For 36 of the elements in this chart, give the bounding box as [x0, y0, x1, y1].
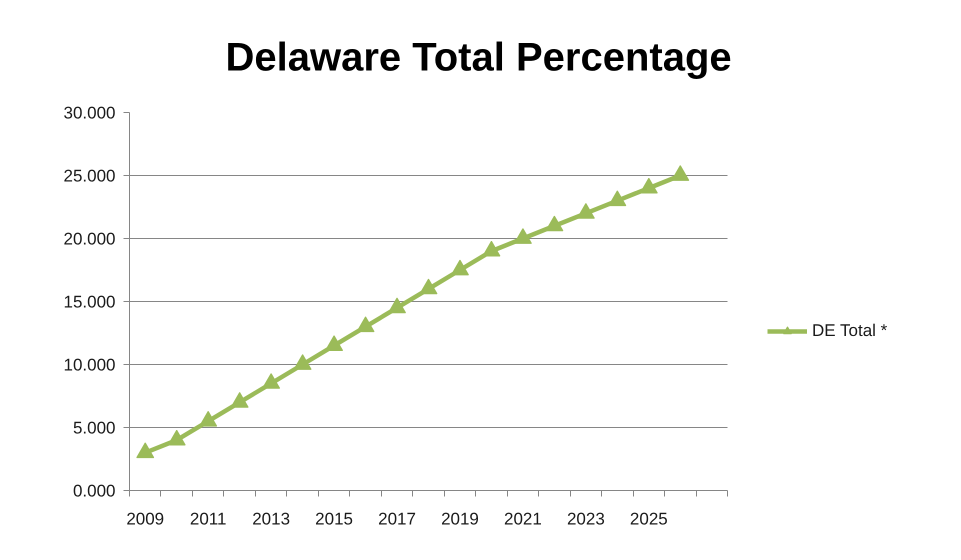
point — [545, 216, 564, 232]
x-tick-label: 2009 — [126, 510, 164, 528]
point — [388, 297, 406, 314]
legend-label: DE Total * — [812, 321, 888, 341]
point — [420, 278, 438, 294]
point — [294, 354, 312, 370]
x-tick-label: 2015 — [315, 510, 353, 528]
point — [262, 373, 280, 389]
point — [482, 240, 500, 257]
point — [168, 430, 186, 446]
point — [136, 442, 154, 458]
y-tick-label: 10.000 — [64, 356, 116, 374]
y-tick-label: 30.000 — [64, 104, 116, 122]
chart-title: Delaware Total Percentage — [226, 36, 732, 80]
y-tick-label: 25.000 — [64, 166, 116, 186]
point — [356, 316, 375, 332]
x-tick-label: 2011 — [190, 510, 226, 528]
y-tick-label: 5.000 — [72, 418, 116, 438]
point — [514, 228, 532, 244]
point — [576, 202, 595, 219]
x-tick-label: 2023 — [566, 510, 605, 528]
x-tick-label: 2017 — [378, 510, 416, 528]
x-tick-label: 2019 — [441, 510, 479, 528]
point — [640, 178, 658, 194]
y-tick-label: 15.000 — [64, 292, 116, 312]
point — [199, 410, 218, 427]
point — [450, 260, 469, 276]
x-tick-label: 2021 — [504, 510, 542, 528]
x-tick-label: 2025 — [630, 510, 668, 528]
point — [325, 335, 344, 352]
y-tick-label: 0.000 — [72, 482, 116, 500]
point — [671, 165, 690, 181]
y-tick-label: 20.000 — [64, 230, 116, 248]
x-tick-label: 2013 — [252, 510, 290, 528]
point — [608, 190, 626, 206]
point — [230, 392, 249, 408]
